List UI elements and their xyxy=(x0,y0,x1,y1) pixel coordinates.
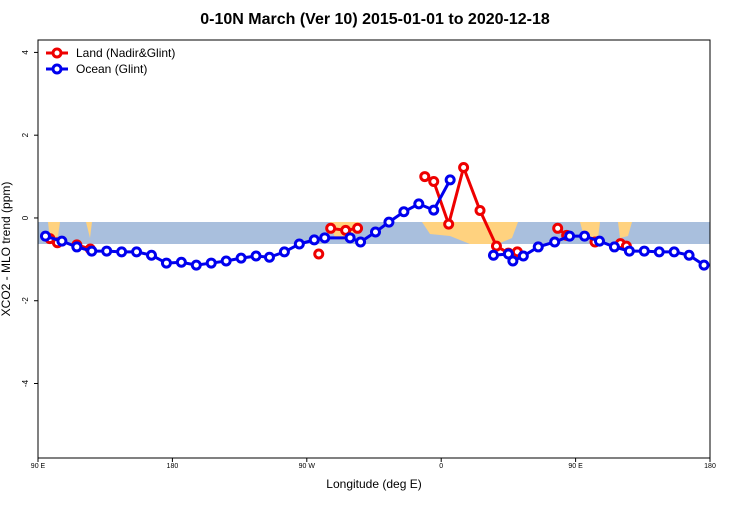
point xyxy=(419,171,431,183)
point xyxy=(549,236,561,248)
point xyxy=(355,236,367,248)
point xyxy=(474,205,486,217)
point xyxy=(428,204,440,216)
point xyxy=(552,222,564,234)
point xyxy=(608,241,620,253)
x-tick-label: 180 xyxy=(704,463,716,470)
y-tick-label: 4 xyxy=(21,50,30,55)
point xyxy=(443,218,455,230)
point xyxy=(235,252,247,264)
x-tick-label: 90 W xyxy=(299,463,316,470)
land-shape xyxy=(618,222,632,238)
point xyxy=(313,248,325,260)
point xyxy=(383,216,395,228)
point xyxy=(160,257,172,269)
point xyxy=(175,256,187,268)
y-tick-label: 0 xyxy=(21,215,30,220)
point xyxy=(683,249,695,261)
point xyxy=(308,234,320,246)
point xyxy=(698,259,710,271)
point xyxy=(145,249,157,261)
point xyxy=(517,250,529,262)
legend-label: Ocean (Glint) xyxy=(76,62,147,76)
point xyxy=(220,255,232,267)
legend-marker xyxy=(51,47,63,59)
legend-label: Land (Nadir&Glint) xyxy=(76,46,175,60)
point xyxy=(444,174,456,186)
point xyxy=(653,246,665,258)
series-line xyxy=(45,179,705,267)
point xyxy=(668,246,680,258)
point xyxy=(293,238,305,250)
point xyxy=(623,245,635,257)
point xyxy=(39,230,51,242)
point xyxy=(205,257,217,269)
point xyxy=(638,245,650,257)
point xyxy=(579,230,591,242)
point xyxy=(340,224,352,236)
plot-frame xyxy=(37,39,711,459)
point xyxy=(507,255,519,267)
point xyxy=(593,235,605,247)
y-tick-label: -2 xyxy=(21,297,30,305)
point xyxy=(490,240,502,252)
point xyxy=(86,245,98,257)
point xyxy=(398,206,410,218)
x-tick-label: 0 xyxy=(439,463,443,470)
point xyxy=(71,241,83,253)
point xyxy=(190,259,202,271)
chart-title: 0-10N March (Ver 10) 2015-01-01 to 2020-… xyxy=(200,11,550,28)
point xyxy=(428,176,440,188)
y-tick-label: -4 xyxy=(21,379,30,387)
point xyxy=(344,232,356,244)
y-tick-label: 2 xyxy=(21,132,30,137)
point xyxy=(101,245,113,257)
point xyxy=(458,161,470,173)
point xyxy=(487,249,499,261)
point xyxy=(564,230,576,242)
legend-marker xyxy=(51,63,63,75)
x-tick-label: 180 xyxy=(167,463,179,470)
land-shape xyxy=(86,222,92,238)
point xyxy=(56,235,68,247)
point xyxy=(278,246,290,258)
point xyxy=(532,241,544,253)
x-axis-label: Longitude (deg E) xyxy=(326,477,421,491)
point xyxy=(263,251,275,263)
y-axis-label: XCO2 - MLO trend (ppm) xyxy=(0,182,13,317)
point xyxy=(369,226,381,238)
point xyxy=(116,246,128,258)
point xyxy=(250,250,262,262)
point xyxy=(413,198,425,210)
x-tick-label: 90 E xyxy=(568,463,583,470)
point xyxy=(352,222,364,234)
x-tick-label: 90 E xyxy=(31,463,46,470)
point xyxy=(325,222,337,234)
point xyxy=(131,246,143,258)
point xyxy=(319,232,331,244)
